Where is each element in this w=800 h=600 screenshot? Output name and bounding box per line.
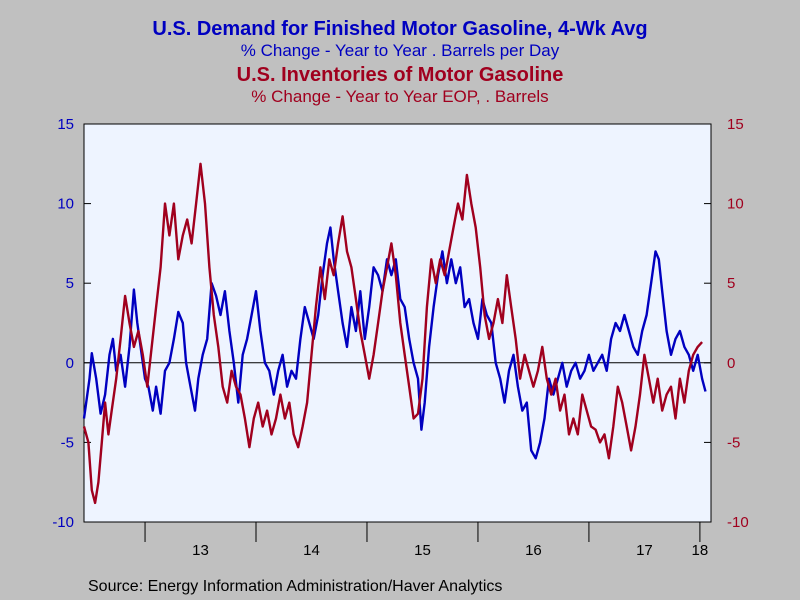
left-tick-label: 10 [57,196,74,213]
left-tick-label: 0 [66,355,74,372]
x-tick-label: 18 [692,542,709,559]
right-tick-label: -5 [727,434,740,451]
x-tick-label: 16 [525,542,542,559]
right-tick-label: -10 [727,514,749,531]
left-axis: 15 10 5 0 -5 -10 [52,116,91,531]
series2-subtitle: % Change - Year to Year EOP, . Barrels [251,87,549,106]
right-tick-label: 10 [727,196,744,213]
right-tick-label: 0 [727,355,735,372]
series1-title: U.S. Demand for Finished Motor Gasoline,… [152,18,648,40]
series-line-2 [82,162,703,505]
right-tick-label: 15 [727,116,744,133]
x-tick-label: 14 [303,542,320,559]
plot-area [83,123,712,523]
left-tick-label: -10 [52,514,74,531]
left-tick-label: -5 [61,434,74,451]
series-lines [82,162,707,505]
x-tick-label: 17 [636,542,653,559]
x-axis: 13 14 15 16 17 18 [144,522,709,559]
x-tick-label: 13 [192,542,209,559]
right-tick-label: 5 [727,275,735,292]
source-note: Source: Energy Information Administratio… [88,578,503,595]
left-tick-label: 5 [66,275,74,292]
left-tick-label: 15 [57,116,74,133]
x-tick-label: 15 [414,542,431,559]
series1-subtitle: % Change - Year to Year . Barrels per Da… [240,41,560,60]
right-axis: 15 10 5 0 -5 -10 [704,116,749,531]
series-line-1 [82,226,707,460]
series2-title: U.S. Inventories of Motor Gasoline [236,64,564,86]
